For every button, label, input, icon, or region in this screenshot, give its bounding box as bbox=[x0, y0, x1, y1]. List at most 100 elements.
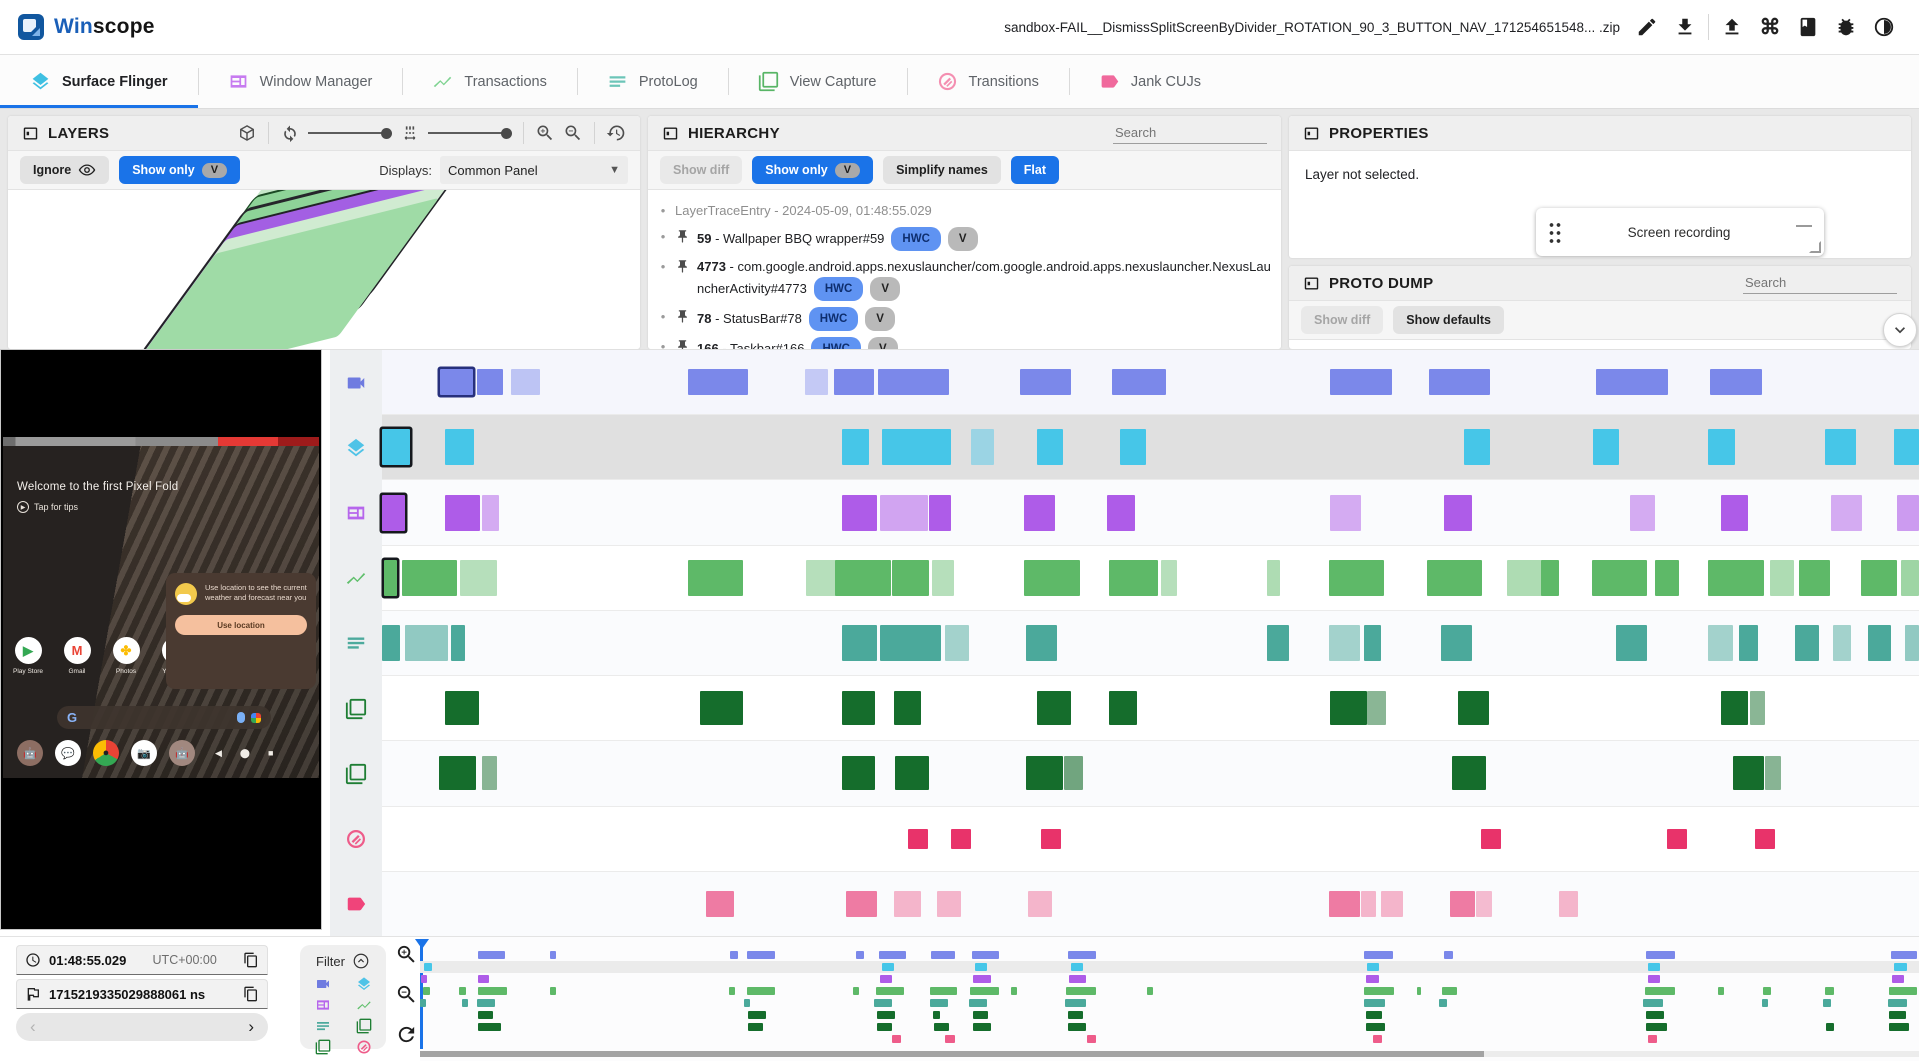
trace-block[interactable] bbox=[892, 559, 930, 596]
trace-block[interactable] bbox=[1036, 429, 1063, 466]
ignore-button[interactable]: Ignore bbox=[20, 156, 110, 184]
trace-block[interactable] bbox=[1451, 756, 1486, 791]
trace-block[interactable] bbox=[481, 494, 499, 531]
trace-block[interactable] bbox=[1794, 624, 1820, 661]
trace-block[interactable] bbox=[1799, 559, 1830, 596]
timeline-track-row[interactable] bbox=[382, 806, 1919, 872]
trace-block[interactable] bbox=[401, 559, 458, 596]
trace-block[interactable] bbox=[445, 494, 481, 531]
trace-block[interactable] bbox=[1733, 756, 1764, 791]
collapse-panel-button[interactable] bbox=[1883, 313, 1917, 347]
trace-block[interactable] bbox=[1267, 624, 1289, 661]
trace-block[interactable] bbox=[1831, 494, 1863, 531]
trace-block[interactable] bbox=[1754, 828, 1775, 849]
trace-block[interactable] bbox=[841, 756, 876, 791]
trace-block[interactable] bbox=[1267, 559, 1280, 596]
trace-block[interactable] bbox=[1330, 494, 1362, 531]
trace-block[interactable] bbox=[804, 369, 828, 396]
3d-cube-icon[interactable] bbox=[237, 123, 257, 143]
filter-window-toggle[interactable] bbox=[315, 997, 331, 1013]
trace-block[interactable] bbox=[1019, 369, 1071, 396]
trace-block[interactable] bbox=[1328, 559, 1385, 596]
proto-dump-search-input[interactable] bbox=[1743, 272, 1897, 294]
tab-transactions[interactable]: Transactions bbox=[402, 55, 576, 108]
timeline-track-row[interactable] bbox=[382, 741, 1919, 807]
trace-block[interactable] bbox=[1112, 369, 1166, 396]
trace-block[interactable] bbox=[1427, 559, 1483, 596]
timeline-track-row[interactable] bbox=[382, 545, 1919, 611]
trace-block[interactable] bbox=[1464, 429, 1491, 466]
trace-block[interactable] bbox=[879, 624, 942, 661]
tab-window-manager[interactable]: Window Manager bbox=[197, 55, 403, 108]
download-button[interactable] bbox=[1668, 10, 1702, 44]
trace-block[interactable] bbox=[950, 828, 971, 849]
timeline-track-row[interactable] bbox=[382, 480, 1919, 546]
screen-recording-preview[interactable]: Welcome to the first Pixel Fold ▶ Tap for… bbox=[0, 349, 322, 930]
trace-block[interactable] bbox=[1330, 691, 1368, 726]
report-bug-button[interactable] bbox=[1829, 10, 1863, 44]
tab-protolog[interactable]: ProtoLog bbox=[576, 55, 728, 108]
trace-block[interactable] bbox=[1905, 624, 1919, 661]
zoom-out-icon[interactable] bbox=[563, 123, 583, 143]
trace-block[interactable] bbox=[405, 624, 449, 661]
timestamp-ns-field[interactable]: 1715219335029888061 ns bbox=[16, 979, 268, 1009]
trace-block[interactable] bbox=[907, 828, 928, 849]
trace-block[interactable] bbox=[929, 494, 951, 531]
trace-block[interactable] bbox=[1036, 691, 1071, 726]
zoom-in-icon[interactable] bbox=[535, 123, 555, 143]
trace-block[interactable] bbox=[1825, 429, 1856, 466]
timeline-cursor[interactable] bbox=[414, 939, 429, 1049]
trace-block[interactable] bbox=[833, 369, 874, 396]
trace-block[interactable] bbox=[1591, 559, 1647, 596]
trace-block[interactable] bbox=[687, 369, 748, 396]
trace-block[interactable] bbox=[1708, 624, 1733, 661]
trace-block[interactable] bbox=[841, 624, 877, 661]
hierarchy-search-input[interactable] bbox=[1113, 122, 1267, 144]
trace-block[interactable] bbox=[846, 890, 877, 917]
trace-block[interactable] bbox=[1330, 369, 1392, 396]
minimize-icon[interactable] bbox=[1796, 224, 1812, 228]
trace-block[interactable] bbox=[1900, 559, 1919, 596]
trace-block[interactable] bbox=[1868, 624, 1892, 661]
trace-block[interactable] bbox=[1616, 624, 1647, 661]
trace-block[interactable] bbox=[1026, 624, 1057, 661]
current-time-field[interactable]: 01:48:55.029 UTC+00:00 bbox=[16, 945, 268, 975]
trace-block[interactable] bbox=[1381, 890, 1403, 917]
trace-block[interactable] bbox=[1559, 890, 1578, 917]
trace-block[interactable] bbox=[1024, 494, 1056, 531]
trace-block[interactable] bbox=[1444, 494, 1472, 531]
trace-block[interactable] bbox=[1328, 624, 1360, 661]
trace-block[interactable] bbox=[1367, 691, 1386, 726]
trace-block[interactable] bbox=[1161, 559, 1177, 596]
pin-icon[interactable] bbox=[675, 307, 690, 324]
trace-block[interactable] bbox=[1593, 429, 1620, 466]
trace-block[interactable] bbox=[1109, 691, 1137, 726]
filter-squares-toggle[interactable] bbox=[356, 1018, 372, 1034]
screen-recording-overlay-card[interactable]: Screen recording bbox=[1536, 208, 1824, 256]
trace-block[interactable] bbox=[382, 494, 406, 531]
trace-block[interactable] bbox=[1739, 624, 1758, 661]
trace-block[interactable] bbox=[1708, 559, 1764, 596]
trace-block[interactable] bbox=[841, 494, 877, 531]
trace-block[interactable] bbox=[895, 756, 930, 791]
hierarchy-node[interactable]: • 78 - StatusBar#78 HWC V bbox=[658, 304, 1271, 334]
trace-block[interactable] bbox=[1119, 429, 1146, 466]
filter-trend-toggle[interactable] bbox=[356, 997, 372, 1013]
timeline-track-row[interactable] bbox=[382, 610, 1919, 677]
trace-block[interactable] bbox=[936, 890, 962, 917]
filter-squares-toggle[interactable] bbox=[315, 1039, 331, 1055]
layers-3d-view[interactable] bbox=[8, 190, 640, 349]
trace-block[interactable] bbox=[445, 691, 479, 726]
trace-block[interactable] bbox=[841, 429, 870, 466]
trace-block[interactable] bbox=[511, 369, 541, 396]
minimap-scrollbar[interactable] bbox=[420, 1051, 1919, 1057]
trace-block[interactable] bbox=[1107, 494, 1136, 531]
trace-block[interactable] bbox=[1709, 369, 1763, 396]
tab-transitions[interactable]: Transitions bbox=[906, 55, 1069, 108]
hierarchy-node[interactable]: • 59 - Wallpaper BBQ wrapper#59 HWC V bbox=[658, 224, 1271, 254]
copy-icon[interactable] bbox=[243, 952, 259, 968]
trace-block[interactable] bbox=[893, 890, 922, 917]
dark-mode-toggle[interactable] bbox=[1867, 10, 1901, 44]
trace-block[interactable] bbox=[1540, 559, 1560, 596]
next-frame-button[interactable]: › bbox=[248, 1017, 254, 1036]
